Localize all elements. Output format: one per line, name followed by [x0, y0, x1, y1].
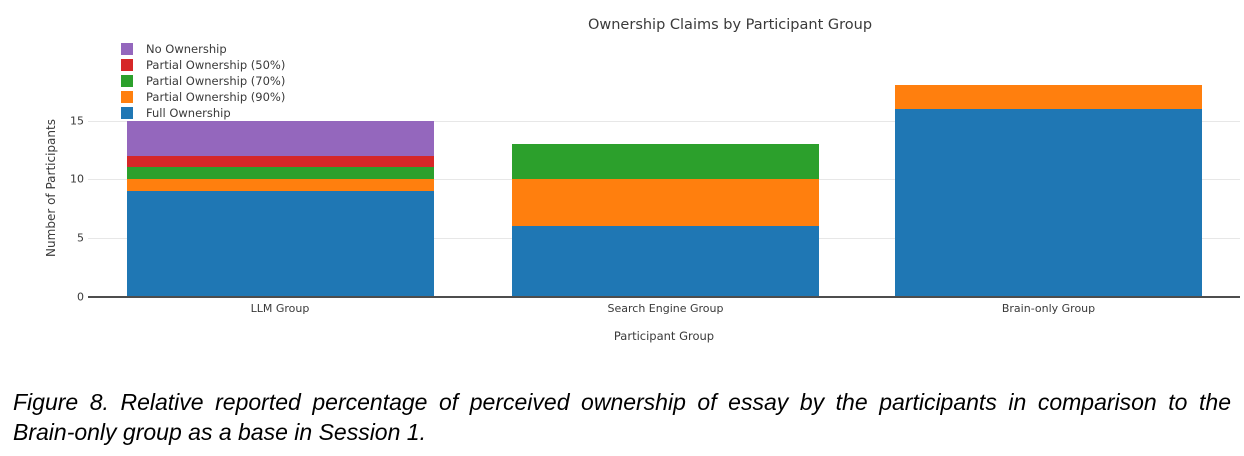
caption-line-1: Figure 8. Relative reported percentage o… [13, 389, 1231, 415]
legend-swatch [121, 107, 133, 119]
y-tick-label: 15 [70, 114, 84, 128]
bar-segment [512, 179, 819, 227]
legend-swatch [121, 59, 133, 71]
legend-item: Full Ownership [121, 105, 285, 121]
y-tick-label: 0 [77, 290, 84, 303]
legend-swatch [121, 91, 133, 103]
bar-segment [126, 179, 434, 191]
x-tick-label: Search Engine Group [607, 302, 724, 315]
legend-item: Partial Ownership (50%) [121, 57, 285, 73]
legend-label: Partial Ownership (70%) [146, 74, 286, 88]
legend-label: Partial Ownership (90%) [146, 90, 286, 104]
bar-segment [895, 108, 1202, 297]
chart-title: Ownership Claims by Participant Group [587, 17, 873, 33]
bar-segment [126, 155, 434, 168]
bar-segment [512, 226, 819, 297]
bar-segment [512, 144, 819, 180]
bar-segment [126, 120, 434, 156]
bar-segment [126, 190, 434, 297]
x-tick-label: LLM Group [250, 302, 310, 315]
legend-item: No Ownership [121, 41, 285, 57]
legend-label: Partial Ownership (50%) [146, 58, 286, 72]
legend-swatch [121, 75, 133, 87]
caption-line-2: Brain-only group as a base in Session 1. [13, 419, 426, 445]
legend-swatch [121, 43, 133, 55]
legend-label: Full Ownership [146, 106, 231, 120]
bar-segment [126, 167, 434, 180]
legend-item: Partial Ownership (70%) [121, 73, 285, 89]
gridline [88, 120, 1240, 122]
y-tick-label: 10 [70, 172, 84, 186]
figure-caption: Figure 8. Relative reported percentage o… [13, 387, 1231, 447]
x-axis-line [88, 295, 1240, 298]
legend-label: No Ownership [146, 42, 227, 56]
bar-segment [895, 85, 1202, 109]
x-tick-label: Brain-only Group [1001, 302, 1096, 315]
legend-item: Partial Ownership (90%) [121, 89, 285, 105]
y-tick-label: 5 [77, 231, 84, 245]
legend: No Ownership Partial Ownership (50%) Parti… [121, 41, 285, 121]
x-axis-title: Participant Group [613, 329, 715, 343]
